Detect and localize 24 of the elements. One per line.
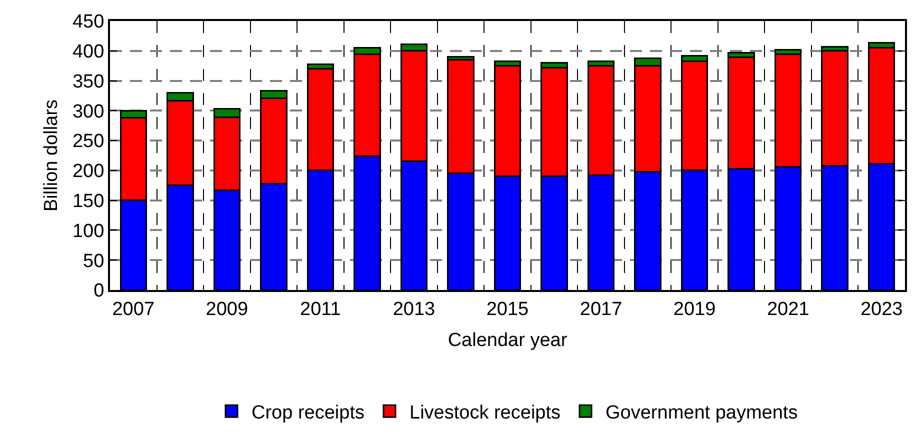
x-tick-label: 2009 — [206, 298, 248, 320]
x-tick-label: 2019 — [673, 298, 716, 320]
y-tick-label: 400 — [72, 42, 104, 63]
y-axis-title: Billion dollars — [40, 100, 62, 212]
x-axis-title: Calendar year — [448, 330, 568, 352]
x-tick-label: 2023 — [860, 298, 903, 320]
x-tick-label: 2011 — [300, 298, 341, 320]
legend-label: Government payments — [606, 402, 798, 424]
legend-label: Livestock receipts — [410, 402, 561, 424]
y-tick-label: 150 — [72, 190, 104, 212]
x-tick-label: 2015 — [486, 298, 529, 320]
y-tick-label: 50 — [83, 250, 104, 272]
y-tick-label: 100 — [72, 220, 104, 242]
y-tick-label: 250 — [72, 131, 104, 152]
legend-label: Crop receipts — [252, 402, 364, 424]
y-tick-label: 300 — [72, 101, 104, 122]
x-tick-label: 2017 — [580, 298, 622, 320]
x-tick-label: 2013 — [392, 298, 436, 320]
x-tick-label: 2007 — [112, 298, 155, 320]
y-tick-label: 450 — [72, 12, 104, 33]
y-tick-label: 350 — [72, 71, 104, 92]
y-tick-label: 0 — [94, 280, 104, 302]
y-tick-label: 200 — [72, 161, 104, 182]
x-tick-label: 2021 — [766, 298, 810, 320]
